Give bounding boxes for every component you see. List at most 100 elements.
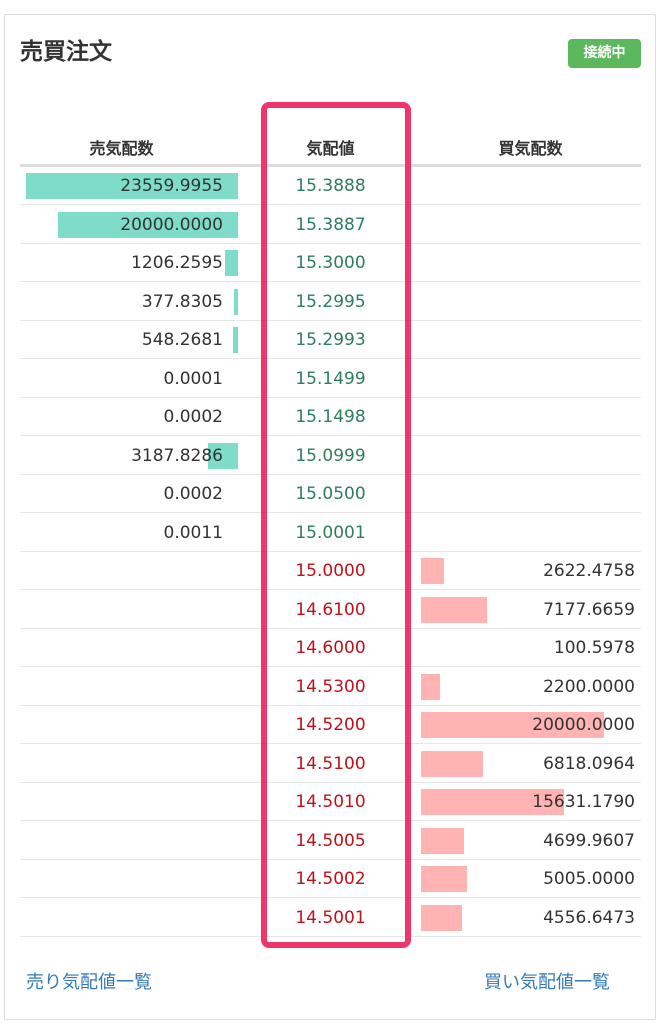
bid-quantity: 6818.0964: [543, 753, 635, 774]
ask-quantity: 0.0002: [163, 407, 223, 427]
price-level[interactable]: 14.5100: [295, 753, 366, 774]
price-level[interactable]: 15.3000: [295, 253, 366, 273]
status-badge: 接続中: [568, 39, 641, 68]
price-level[interactable]: 14.5001: [295, 907, 366, 928]
bid-quantity: 4556.6473: [543, 907, 635, 928]
bid-quantity: [435, 167, 635, 205]
order-book-row: 15.0000 2622.4758: [20, 552, 641, 590]
order-book-row: 0.0002 15.0500: [20, 475, 641, 513]
bid-volume-bar: [421, 712, 604, 738]
order-book-row: 3187.8286 15.0999: [20, 437, 641, 475]
order-book-row: 377.8305 15.2995: [20, 283, 641, 321]
ask-quantity: 23559.9955: [120, 176, 223, 196]
header-divider: [20, 164, 641, 167]
bid-volume-bar: [421, 558, 444, 584]
price-level[interactable]: 15.0999: [295, 445, 366, 466]
bid-quantity: [435, 244, 635, 282]
bid-quantity: [435, 514, 635, 552]
ask-quantity: [20, 899, 223, 937]
order-book-row: 0.0002 15.1498: [20, 398, 641, 436]
bid-quantity: [435, 475, 635, 513]
order-book-row: 14.5005 4699.9607: [20, 822, 641, 860]
price-level[interactable]: 15.3888: [295, 176, 366, 196]
bid-quantity: 2200.0000: [543, 676, 635, 697]
bid-quantity: [435, 321, 635, 359]
bid-quantity: [435, 398, 635, 436]
ask-quantity: [20, 706, 223, 744]
bid-quantity: 15631.1790: [532, 792, 635, 812]
order-book-row: 0.0001 15.1499: [20, 360, 641, 398]
price-level[interactable]: 14.6100: [295, 599, 366, 620]
price-level[interactable]: 15.3887: [295, 214, 366, 235]
ask-quantity: 0.0001: [163, 368, 223, 389]
ask-list-link[interactable]: 売り気配値一覧: [26, 972, 152, 993]
order-book-row: 14.5300 2200.0000: [20, 668, 641, 706]
order-book-row: 23559.9955 15.3888: [20, 167, 641, 205]
ask-volume-bar: [233, 327, 238, 353]
ask-volume-bar: [58, 211, 238, 238]
price-level[interactable]: 14.5005: [295, 830, 366, 851]
bid-quantity: 20000.0000: [532, 715, 635, 735]
ask-quantity: [20, 552, 223, 590]
price-level[interactable]: 15.0000: [295, 561, 366, 581]
ask-quantity: [20, 860, 223, 898]
price-level[interactable]: 15.1498: [295, 407, 366, 427]
price-level[interactable]: 14.6000: [295, 638, 366, 658]
ask-quantity: 1206.2595: [131, 253, 223, 273]
ask-quantity: [20, 745, 223, 783]
bid-volume-bar: [421, 596, 487, 623]
bid-quantity: 4699.9607: [543, 830, 635, 851]
price-level[interactable]: 14.5300: [295, 676, 366, 697]
order-book-row: 0.0011 15.0001: [20, 514, 641, 552]
order-book-row: 14.5001 4556.6473: [20, 899, 641, 937]
bid-volume-bar: [421, 866, 467, 892]
ask-quantity: [20, 822, 223, 860]
bid-volume-bar: [421, 904, 462, 931]
ask-quantity: 3187.8286: [131, 445, 223, 466]
ask-quantity: [20, 668, 223, 706]
order-book-row: 14.6100 7177.6659: [20, 591, 641, 629]
order-book-row: 14.5100 6818.0964: [20, 745, 641, 783]
order-book-row: 14.5002 5005.0000: [20, 860, 641, 898]
price-level[interactable]: 14.5002: [295, 869, 366, 889]
bid-quantity: [435, 283, 635, 321]
price-level[interactable]: 14.5200: [295, 715, 366, 735]
order-book-row: 14.6000 100.5978: [20, 629, 641, 667]
order-book-row: 548.2681 15.2993: [20, 321, 641, 359]
ask-volume-bar: [225, 250, 238, 276]
ask-quantity: 548.2681: [141, 330, 223, 350]
bid-volume-bar: [421, 673, 440, 700]
ask-volume-bar: [208, 442, 238, 469]
ask-quantity: 0.0011: [163, 522, 223, 543]
bid-column-header: 買気配数: [498, 139, 563, 158]
price-level[interactable]: 15.1499: [295, 368, 366, 389]
price-column-header: 気配値: [306, 139, 355, 158]
bid-list-link[interactable]: 買い気配値一覧: [484, 972, 610, 993]
bid-quantity: 100.5978: [553, 638, 635, 658]
ask-volume-bar: [234, 288, 238, 315]
order-book-row: 14.5200 20000.0000: [20, 706, 641, 744]
ask-quantity: [20, 629, 223, 667]
price-level[interactable]: 15.0001: [295, 522, 366, 543]
order-book-row: 20000.0000 15.3887: [20, 206, 641, 244]
bid-volume-bar: [421, 789, 564, 815]
ask-quantity: [20, 783, 223, 821]
ask-column-header: 売気配数: [89, 139, 154, 158]
ask-quantity: 377.8305: [141, 291, 223, 312]
order-book-row: 1206.2595 15.3000: [20, 244, 641, 282]
price-level[interactable]: 15.2993: [295, 330, 366, 350]
ask-quantity: 20000.0000: [120, 214, 223, 235]
bid-volume-bar: [421, 827, 464, 854]
bid-quantity: 7177.6659: [543, 599, 635, 620]
ask-volume-bar: [26, 173, 238, 199]
bid-quantity: [435, 360, 635, 398]
price-level[interactable]: 15.2995: [295, 291, 366, 312]
bid-quantity: [435, 437, 635, 475]
panel-title: 売買注文: [20, 39, 112, 65]
price-level[interactable]: 14.5010: [295, 792, 366, 812]
bid-quantity: [435, 206, 635, 244]
bid-quantity: 2622.4758: [543, 561, 635, 581]
bid-quantity: 5005.0000: [543, 869, 635, 889]
price-level[interactable]: 15.0500: [295, 484, 366, 504]
bid-volume-bar: [421, 750, 483, 777]
